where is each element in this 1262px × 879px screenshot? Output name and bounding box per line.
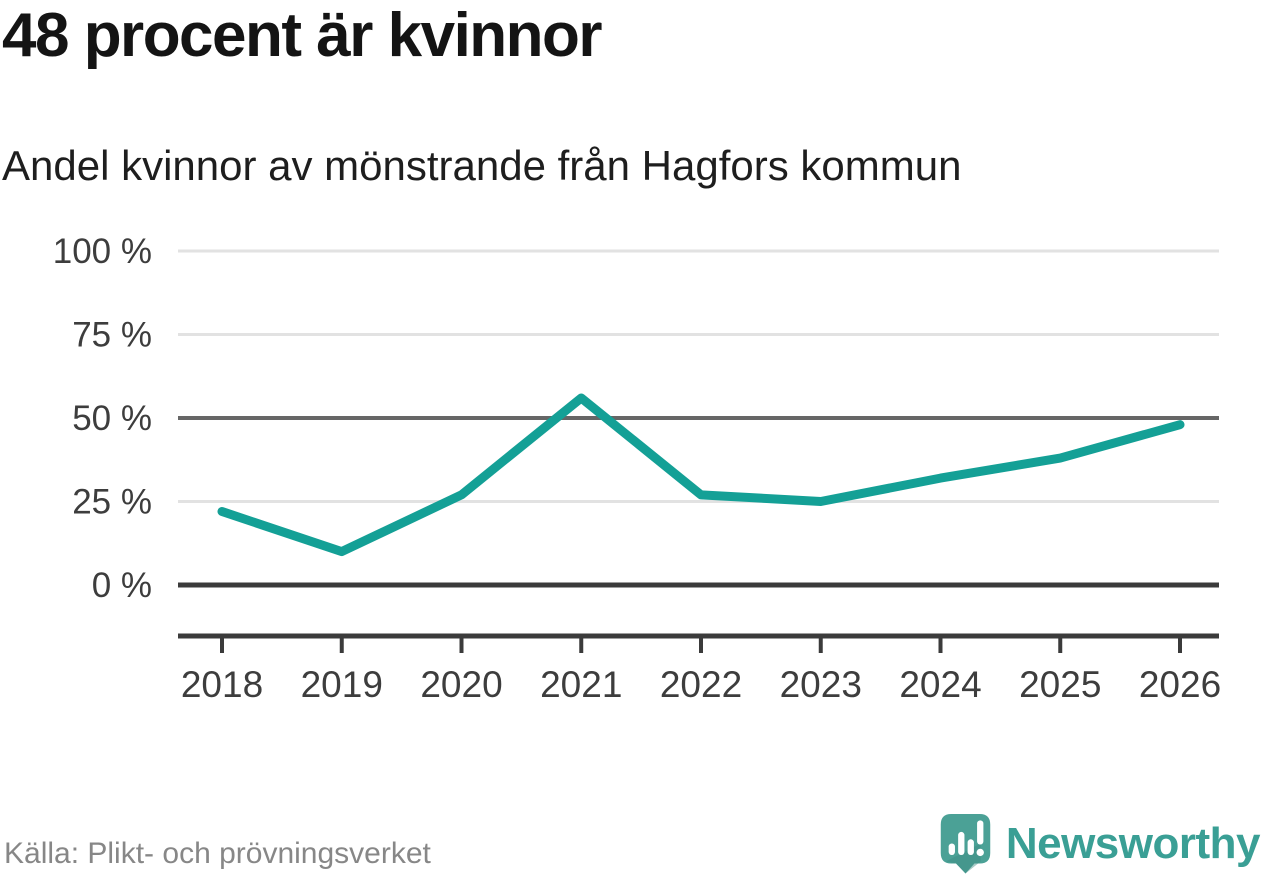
newsworthy-wordmark: Newsworthy [1005, 819, 1261, 868]
y-axis-label-75: 75 % [72, 316, 152, 355]
chart-title: 48 procent är kvinnor [2, 1, 603, 70]
x-axis-label-2019: 2019 [301, 664, 383, 705]
x-axis-label-2021: 2021 [540, 664, 622, 705]
y-axis-label-0: 0 % [92, 566, 152, 605]
newsworthy-logo-icon [940, 814, 991, 874]
x-axis-label-2026: 2026 [1139, 664, 1221, 705]
x-axis-label-2023: 2023 [780, 664, 862, 705]
x-axis-label-2018: 2018 [181, 664, 263, 705]
x-axis-label-2025: 2025 [1019, 664, 1101, 705]
y-axis-label-100: 100 % [53, 232, 152, 271]
source-label: Källa: Plikt- och prövningsverket [4, 837, 431, 870]
x-axis-label-2020: 2020 [420, 664, 502, 705]
y-axis-label-25: 25 % [72, 483, 152, 522]
x-axis-label-2024: 2024 [899, 664, 981, 705]
newsworthy-brand: Newsworthy [939, 812, 1261, 876]
y-axis-label-50: 50 % [72, 399, 152, 438]
chart-subtitle: Andel kvinnor av mönstrande från Hagfors… [2, 142, 962, 189]
data-line [217, 393, 1185, 557]
x-axis-label-2022: 2022 [660, 664, 742, 705]
